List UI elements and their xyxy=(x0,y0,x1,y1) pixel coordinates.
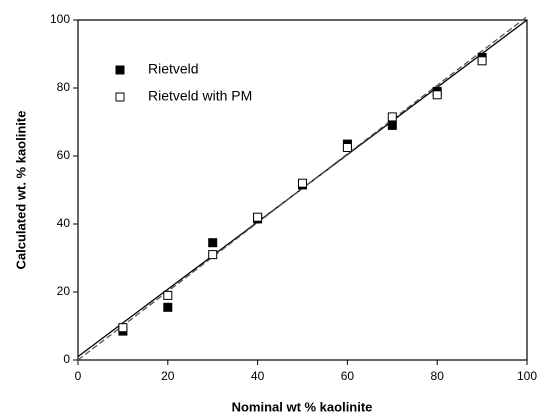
legend-label: Rietveld xyxy=(148,61,199,77)
y-tick-label: 60 xyxy=(57,148,71,162)
y-axis-label: Calculated wt. % kaolinite xyxy=(13,111,28,270)
x-tick-label: 40 xyxy=(251,369,265,383)
data-point xyxy=(342,143,352,152)
x-tick-label: 80 xyxy=(431,369,445,383)
x-tick-label: 20 xyxy=(161,369,175,383)
y-tick-label: 20 xyxy=(57,284,71,298)
data-point xyxy=(208,250,218,260)
x-tick-label: 0 xyxy=(75,369,82,383)
plot-frame xyxy=(77,19,528,361)
data-point xyxy=(387,120,397,130)
y-tick-label: 40 xyxy=(57,216,71,230)
data-point xyxy=(387,112,397,122)
y-tick-label: 80 xyxy=(57,80,71,94)
data-point xyxy=(118,323,128,333)
legend-label: Rietveld with PM xyxy=(148,88,252,104)
x-axis-label: Nominal wt % kaolinite xyxy=(232,399,373,414)
data-point xyxy=(253,212,263,222)
legend-marker xyxy=(115,65,125,75)
data-point xyxy=(477,56,487,66)
y-tick-label: 0 xyxy=(63,352,70,366)
data-point xyxy=(163,290,173,300)
data-point xyxy=(163,302,173,312)
x-tick-label: 100 xyxy=(517,369,537,383)
y-tick-label: 100 xyxy=(50,12,70,26)
x-tick-label: 60 xyxy=(341,369,355,383)
data-point xyxy=(208,238,218,248)
data-point xyxy=(432,90,442,100)
legend-marker xyxy=(115,92,125,102)
data-point xyxy=(298,178,307,188)
